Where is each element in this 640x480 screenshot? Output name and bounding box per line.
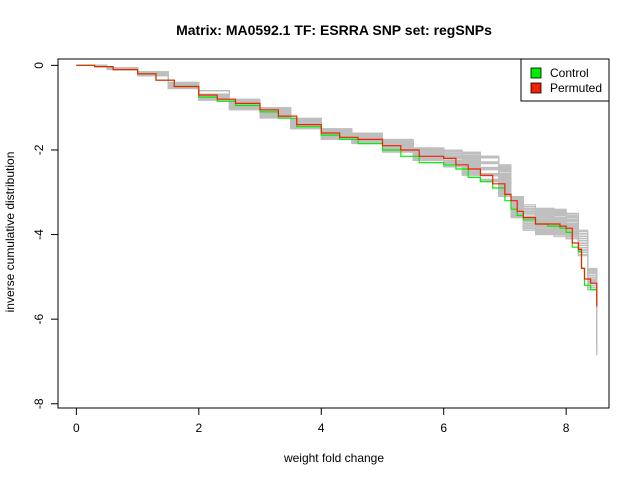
x-tick-label: 4 <box>318 421 325 435</box>
y-tick-label: -4 <box>32 229 46 240</box>
y-axis-label: inverse cumulative distribution <box>3 152 17 313</box>
series-line-permuted <box>76 64 598 307</box>
y-tick-label: 0 <box>32 62 46 69</box>
chart-title: Matrix: MA0592.1 TF: ESRRA SNP set: regS… <box>176 22 492 38</box>
legend-label-control: Control <box>550 66 589 80</box>
x-tick-label: 8 <box>563 421 570 435</box>
y-axis: 0 -2 -4 -6 -8 <box>32 62 59 409</box>
x-tick-label: 2 <box>195 421 202 435</box>
series-group <box>76 64 598 307</box>
x-axis: 0 2 4 6 8 <box>73 407 570 435</box>
x-tick-label: 0 <box>73 421 80 435</box>
x-tick-label: 6 <box>440 421 447 435</box>
y-tick-label: -2 <box>32 144 46 155</box>
x-axis-label: weight fold change <box>283 451 384 465</box>
series-line-control <box>76 64 598 303</box>
legend-label-permuted: Permuted <box>550 81 602 95</box>
legend-swatch-control <box>530 67 542 79</box>
y-tick-label: -6 <box>32 314 46 325</box>
legend-swatch-permuted <box>530 82 542 94</box>
y-tick-label: -8 <box>32 398 46 409</box>
legend-box <box>520 58 610 102</box>
